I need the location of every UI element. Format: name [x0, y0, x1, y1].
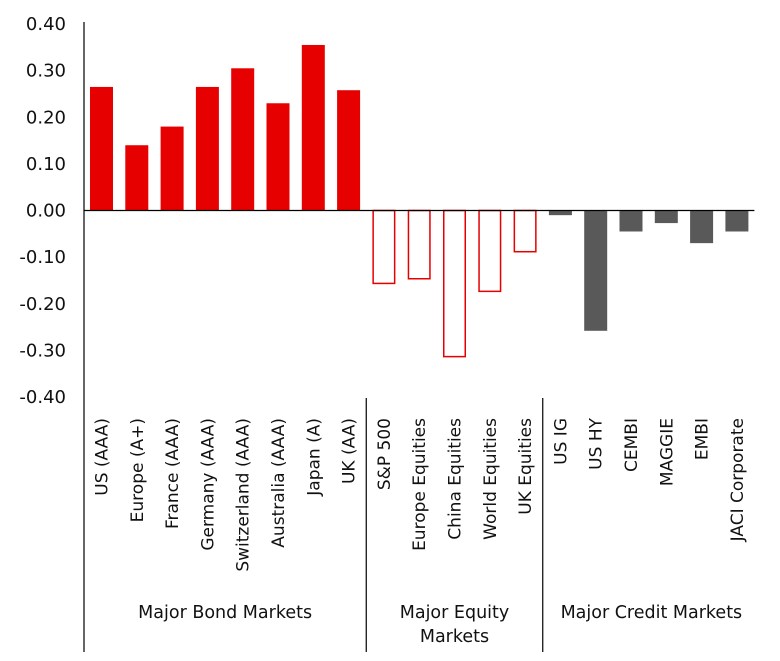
y-axis: 0.40 0.30 0.20 0.10 0.00 -0.10 -0.20 -0.30 -0.40 [19, 14, 66, 408]
bar [301, 44, 325, 211]
bar [90, 86, 113, 211]
category-label: UK Equities [516, 418, 536, 515]
group-label: Major Credit Markets [561, 603, 743, 623]
category-label: UK (AA) [340, 418, 360, 484]
group-label: Major Bond Markets [138, 603, 312, 623]
bar [266, 103, 290, 211]
y-tick-label: 0.40 [26, 14, 66, 35]
y-tick-label: 0.10 [26, 154, 66, 175]
bar [160, 126, 184, 211]
category-label: China Equities [446, 418, 466, 540]
bar [231, 68, 255, 211]
y-tick-label: 0.00 [26, 201, 66, 222]
bar [619, 210, 643, 232]
category-label: JACI Corporate [728, 418, 748, 542]
category-label: Japan (A) [304, 418, 324, 497]
bar [195, 86, 219, 211]
y-tick-label: -0.10 [19, 247, 66, 268]
y-tick-label: 0.30 [26, 61, 66, 82]
y-tick-label: 0.20 [26, 107, 66, 128]
group-label: Markets [420, 627, 489, 647]
bar [372, 209, 396, 285]
category-label: France (AAA) [163, 418, 183, 529]
bar [584, 210, 608, 331]
category-label: S&P 500 [375, 418, 395, 490]
category-label: Germany (AAA) [198, 418, 218, 551]
bar [443, 209, 466, 358]
group-label: Major Equity [400, 603, 510, 623]
category-label: Europe (A+) [128, 418, 148, 522]
category-label: EMBI [693, 418, 713, 460]
axis-lines [83, 22, 755, 652]
bars [90, 44, 749, 358]
category-label: CEMBI [622, 418, 642, 472]
category-label: Switzerland (AAA) [234, 418, 254, 572]
category-label: US HY [587, 417, 607, 469]
category-label: World Equities [481, 418, 501, 540]
bar [337, 90, 361, 211]
y-tick-label: -0.20 [19, 294, 66, 315]
y-tick-label: -0.30 [19, 340, 66, 361]
bar [548, 210, 572, 216]
category-label: US (AAA) [93, 418, 113, 496]
x-axis-category-labels: US (AAA) Europe (A+) France (AAA) Germany (… [93, 417, 748, 571]
bar [125, 145, 149, 211]
bar [513, 209, 537, 253]
bar [654, 210, 678, 224]
bar [690, 210, 714, 244]
category-label: MAGGIE [657, 418, 677, 486]
category-label: US IG [551, 418, 571, 465]
category-label: Australia (AAA) [269, 418, 289, 548]
y-tick-label: -0.40 [19, 387, 66, 408]
bar [725, 210, 749, 232]
bar [478, 209, 502, 293]
bar [407, 209, 431, 280]
category-label: Europe Equities [410, 418, 430, 551]
group-labels: Major Bond Markets Major Equity Markets Maj… [138, 603, 742, 647]
